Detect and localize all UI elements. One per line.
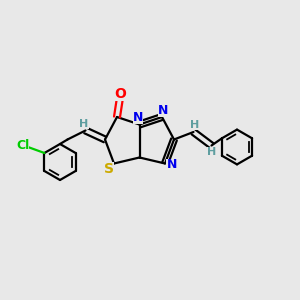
Text: H: H [80,119,88,129]
Text: O: O [114,87,126,100]
Text: H: H [190,120,200,130]
Text: S: S [103,162,114,176]
Text: N: N [167,158,177,172]
Text: N: N [133,111,143,124]
Text: N: N [158,104,168,117]
Text: Cl: Cl [16,139,29,152]
Text: H: H [208,147,217,157]
